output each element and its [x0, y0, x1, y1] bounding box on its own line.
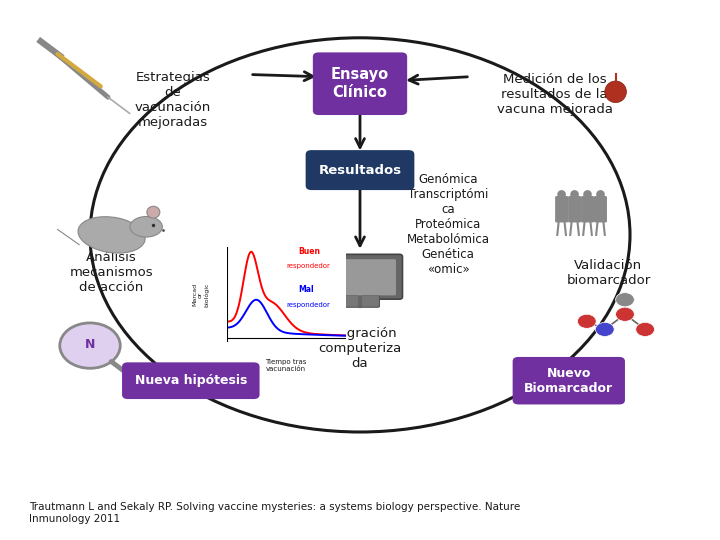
Text: N: N [85, 338, 95, 351]
FancyBboxPatch shape [318, 254, 402, 299]
Ellipse shape [583, 190, 592, 199]
Ellipse shape [130, 217, 162, 237]
Circle shape [616, 293, 634, 307]
Circle shape [60, 323, 120, 368]
Text: Nuevo
Biomarcador: Nuevo Biomarcador [524, 367, 613, 395]
Text: Estrategias
de
vacunación
mejoradas: Estrategias de vacunación mejoradas [135, 71, 211, 129]
FancyBboxPatch shape [568, 196, 581, 222]
Text: Análisis
mecanismos
de acción: Análisis mecanismos de acción [70, 251, 153, 294]
FancyBboxPatch shape [513, 357, 625, 404]
FancyBboxPatch shape [324, 259, 396, 295]
Circle shape [595, 322, 614, 336]
FancyBboxPatch shape [594, 196, 607, 222]
Text: Ensayo
Clínico: Ensayo Clínico [331, 68, 389, 100]
FancyBboxPatch shape [555, 196, 568, 222]
Text: Validación
biomarcador: Validación biomarcador [566, 259, 651, 287]
Text: Integración
computeriza
da: Integración computeriza da [318, 327, 402, 370]
Ellipse shape [78, 217, 145, 253]
Text: Trautmann L and Sekaly RP. Solving vaccine mysteries: a systems biology perspect: Trautmann L and Sekaly RP. Solving vacci… [29, 502, 520, 524]
Circle shape [616, 307, 634, 321]
FancyBboxPatch shape [341, 295, 379, 307]
FancyBboxPatch shape [312, 52, 408, 115]
Circle shape [577, 314, 596, 328]
Ellipse shape [570, 190, 579, 199]
FancyBboxPatch shape [581, 196, 594, 222]
Text: Genómica
Transcriptómi
ca
Proteómica
Metabolómica
Genética
«omic»: Genómica Transcriptómi ca Proteómica Met… [407, 173, 490, 275]
Text: Nueva hipótesis: Nueva hipótesis [135, 374, 247, 387]
Circle shape [636, 322, 654, 336]
Ellipse shape [557, 190, 566, 199]
Ellipse shape [605, 81, 626, 103]
Text: Medición de los
resultados de la
vacuna mejorada: Medición de los resultados de la vacuna … [497, 73, 613, 116]
FancyBboxPatch shape [122, 362, 260, 399]
FancyBboxPatch shape [305, 150, 415, 190]
Text: Resultados: Resultados [318, 164, 402, 177]
Ellipse shape [147, 206, 160, 218]
Ellipse shape [596, 190, 605, 199]
